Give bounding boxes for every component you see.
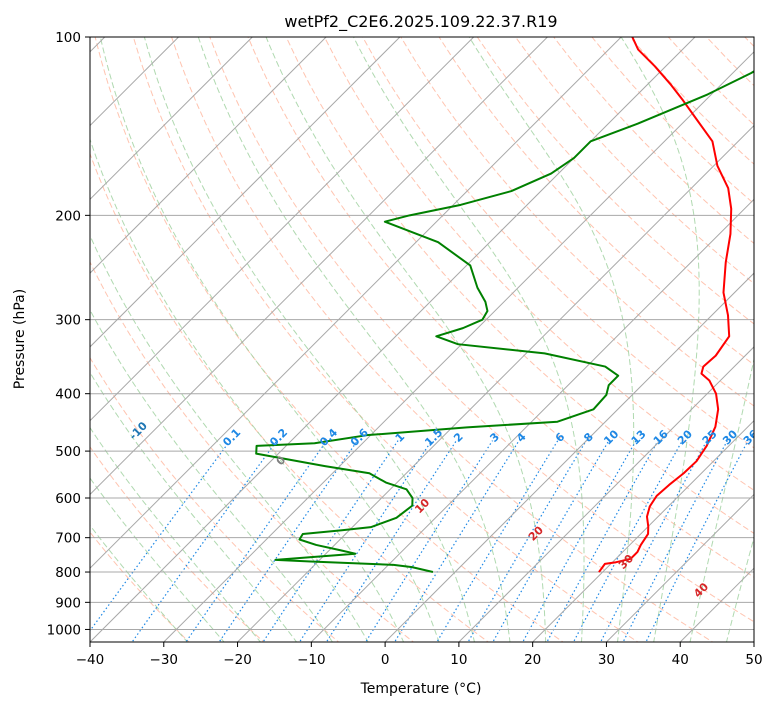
isotherm-line	[90, 37, 696, 642]
y-tick-label: 100	[55, 30, 81, 46]
moist-adiabat-line	[90, 234, 369, 642]
mixing-ratio-line	[365, 440, 494, 642]
x-tick-label: 20	[524, 652, 541, 668]
moist-adiabat-line	[90, 308, 334, 642]
moist-adiabat-line	[265, 37, 547, 642]
moist-adiabat-line	[620, 37, 700, 642]
chart-title: wetPf2_C2E6.2025.109.22.37.R19	[284, 12, 557, 32]
x-tick-label: 30	[598, 652, 615, 668]
mixing-ratio-line	[436, 440, 559, 642]
mixing-ratio-line	[325, 440, 457, 642]
y-tick-label: 400	[55, 387, 81, 403]
mixing-ratio-lines	[90, 440, 749, 642]
mixing-ratio-line	[622, 440, 728, 642]
mixing-ratio-line	[546, 440, 659, 642]
y-tick-label: 800	[55, 565, 81, 581]
y-tick-label: 600	[55, 491, 81, 507]
isotherm-line	[310, 198, 754, 642]
x-tick-label: 10	[450, 652, 467, 668]
moist-adiabat-line	[468, 37, 635, 642]
temperature-line	[598, 37, 733, 573]
mixing-ratio-line	[599, 440, 708, 642]
mixing-ratio-line	[492, 440, 610, 642]
moist-adiabat-line	[197, 37, 511, 642]
moist-adiabat-line	[90, 524, 189, 642]
series-group	[255, 37, 754, 574]
dry-adiabat-line	[171, 37, 714, 642]
y-axis-label: Pressure (hPa)	[12, 289, 28, 389]
y-tick-label: 700	[55, 531, 81, 547]
isotherm-line	[532, 419, 754, 642]
mixing-ratio-line	[393, 440, 520, 642]
isobars	[90, 37, 754, 630]
mixing-ratio-line	[185, 440, 328, 642]
y-tick-label: 200	[55, 208, 81, 224]
isotherm-line	[606, 493, 754, 642]
x-axis: −40 −30 −20 −10 0 10 20 30 40 50	[76, 642, 763, 668]
x-tick-label: −30	[150, 652, 179, 668]
isotherm-line	[90, 37, 327, 274]
y-axis: 1000 900 800 700 600 500 400 300 200 100	[47, 30, 90, 638]
isotherm-line	[90, 37, 548, 496]
moist-adiabat-line	[90, 426, 262, 642]
isotherm-line	[90, 37, 475, 422]
mixing-ratio-line	[262, 440, 399, 642]
x-tick-label: −20	[223, 652, 252, 668]
dry-adiabat-line	[438, 37, 754, 366]
isotherm-line	[458, 346, 754, 642]
dry-adiabat-line	[400, 37, 754, 407]
x-tick-label: 0	[381, 652, 390, 668]
isotherm-line	[90, 37, 401, 348]
dewpoint-line	[255, 70, 754, 574]
y-tick-label: 900	[55, 595, 81, 611]
mixing-ratio-line	[522, 440, 637, 642]
y-tick-label: 500	[55, 444, 81, 460]
plot-area: 0.10.20.40.611.52346810131620253036-100-…	[90, 37, 754, 642]
mixing-ratio-line	[131, 440, 278, 642]
x-tick-label: −10	[297, 652, 326, 668]
y-tick-label: 300	[55, 313, 81, 329]
x-tick-label: −40	[76, 652, 105, 668]
mixing-ratio-line	[298, 440, 433, 642]
isotherm-line	[237, 124, 754, 642]
moist-adiabat-line	[90, 477, 225, 642]
x-axis-label: Temperature (°C)	[360, 681, 482, 697]
y-tick-label: 1000	[47, 622, 81, 638]
isotherms	[90, 37, 754, 642]
moist-adiabat-line	[90, 137, 405, 642]
x-tick-label: 40	[672, 652, 689, 668]
plot-frame	[89, 36, 755, 643]
dry-adiabat-line	[323, 37, 754, 491]
isotherm-line	[90, 37, 622, 569]
isotherm-line	[163, 51, 754, 642]
dry-adiabat-line	[247, 37, 754, 578]
dry-adiabat-line	[285, 37, 754, 534]
dry-adiabat-line	[514, 37, 754, 285]
moist-adiabat-line	[90, 371, 298, 642]
isotherm-line	[90, 37, 253, 201]
moist-adiabat-line	[99, 37, 440, 642]
isotherm-line	[384, 272, 754, 642]
x-tick-label: 50	[745, 652, 762, 668]
